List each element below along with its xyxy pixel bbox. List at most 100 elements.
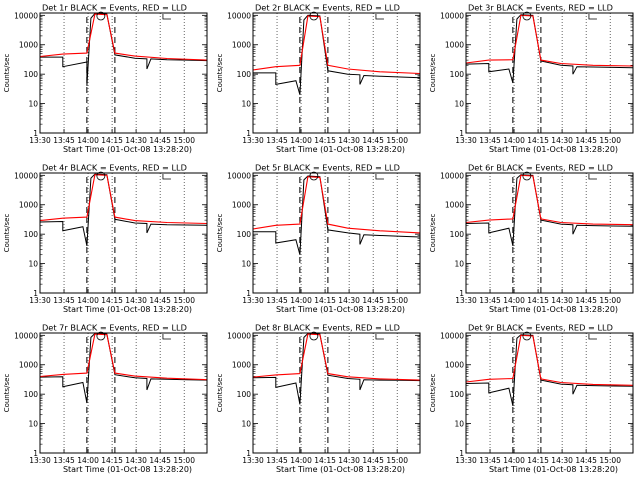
x-tick-label: 13:45 — [53, 296, 75, 305]
peak-marker — [522, 11, 532, 21]
chart-title: Det 4r BLACK = Events, RED = LLD — [42, 163, 187, 173]
x-tick-label: 14:15 — [101, 136, 123, 145]
x-tick-label: 13:30 — [29, 296, 51, 305]
x-tick-label: 14:15 — [314, 296, 336, 305]
x-tick-label: 14:45 — [149, 296, 171, 305]
x-tick-label: 13:30 — [455, 456, 477, 465]
x-tick-label: 14:15 — [314, 136, 336, 145]
x-tick-label: 15:00 — [173, 296, 195, 305]
x-tick-label: 13:45 — [479, 136, 501, 145]
y-tick-label: 10000 — [440, 11, 464, 20]
y-tick-label: 100 — [237, 70, 252, 79]
series-line-lld — [252, 333, 421, 381]
y-tick-label: 100 — [450, 230, 465, 239]
plot-frame — [465, 332, 634, 454]
x-tick-label: 13:30 — [455, 296, 477, 305]
chart-panel-6: 13:30 13:45 14:00 14:15 14:30 14:45 15:00 1 10 10… — [429, 163, 634, 314]
series-line-events — [465, 334, 634, 407]
x-tick-label: 14:00 — [503, 296, 525, 305]
y-tick-label: 10 — [28, 260, 38, 269]
y-tick-label: 1000 — [232, 201, 251, 210]
x-tick-label: 13:30 — [242, 296, 264, 305]
x-tick-label: 15:00 — [173, 136, 195, 145]
y-axis-label: Counts/sec — [3, 374, 11, 413]
x-tick-label: 14:00 — [77, 456, 99, 465]
x-tick-label: 14:30 — [338, 136, 360, 145]
x-tick-label: 14:30 — [338, 456, 360, 465]
x-tick-label: 14:45 — [149, 456, 171, 465]
y-tick-label: 1000 — [19, 41, 38, 50]
x-tick-label: 14:30 — [551, 136, 573, 145]
series-line-lld — [39, 333, 208, 381]
plot-frame — [252, 12, 421, 134]
x-tick-label: 15:00 — [599, 296, 621, 305]
x-tick-label: 15:00 — [599, 136, 621, 145]
chart-panel-3: 13:30 13:45 14:00 14:15 14:30 14:45 15:00 1 10 10… — [429, 3, 634, 154]
x-tick-label: 15:00 — [599, 456, 621, 465]
y-tick-label: 10000 — [227, 171, 251, 180]
chart-title: Det 1r BLACK = Events, RED = LLD — [42, 3, 187, 13]
y-tick-label: 1 — [33, 289, 38, 298]
series-line-events — [465, 14, 634, 84]
y-tick-label: 10000 — [14, 11, 38, 20]
y-tick-label: 1000 — [19, 361, 38, 370]
y-tick-label: 100 — [24, 70, 39, 79]
x-tick-label: 14:00 — [77, 296, 99, 305]
bracket-marker — [375, 174, 384, 180]
peak-marker — [96, 331, 106, 341]
chart-panel-8: 13:30 13:45 14:00 14:15 14:30 14:45 15:00 1 10 10… — [216, 323, 421, 474]
y-axis-label: Counts/sec — [216, 54, 224, 93]
bracket-marker — [162, 334, 171, 340]
x-tick-label: 13:30 — [242, 456, 264, 465]
bracket-marker — [588, 334, 597, 340]
chart-panel-5: 13:30 13:45 14:00 14:15 14:30 14:45 15:00 1 10 10… — [216, 163, 421, 314]
y-axis-label: Counts/sec — [429, 374, 437, 413]
plot-frame — [39, 332, 208, 454]
y-tick-label: 100 — [450, 70, 465, 79]
x-tick-label: 15:00 — [386, 456, 408, 465]
y-tick-label: 1 — [246, 129, 251, 138]
chart-title: Det 2r BLACK = Events, RED = LLD — [255, 3, 400, 13]
x-tick-label: 13:45 — [266, 456, 288, 465]
y-tick-label: 1 — [459, 289, 464, 298]
x-axis-label: Start Time (01-Oct-08 13:28:20) — [489, 145, 618, 154]
x-tick-label: 13:45 — [266, 296, 288, 305]
y-tick-label: 10000 — [14, 331, 38, 340]
x-tick-label: 13:30 — [455, 136, 477, 145]
y-axis-label: Counts/sec — [3, 214, 11, 253]
x-tick-label: 14:00 — [77, 136, 99, 145]
chart-title: Det 7r BLACK = Events, RED = LLD — [42, 323, 187, 333]
x-tick-label: 13:30 — [29, 456, 51, 465]
y-tick-label: 1000 — [445, 361, 464, 370]
y-tick-label: 10 — [241, 100, 251, 109]
plot-frame — [465, 172, 634, 294]
y-axis-label: Counts/sec — [429, 214, 437, 253]
x-axis-label: Start Time (01-Oct-08 13:28:20) — [489, 305, 618, 314]
x-tick-label: 14:00 — [290, 456, 312, 465]
peak-marker — [309, 11, 319, 21]
series-line-lld — [465, 334, 634, 386]
peak-marker — [96, 11, 106, 21]
x-tick-label: 15:00 — [386, 136, 408, 145]
y-tick-label: 10 — [241, 260, 251, 269]
y-tick-label: 100 — [24, 230, 39, 239]
y-tick-label: 100 — [237, 390, 252, 399]
x-tick-label: 14:30 — [125, 136, 147, 145]
chart-panel-2: 13:30 13:45 14:00 14:15 14:30 14:45 15:00 1 10 10… — [216, 3, 421, 154]
x-axis-label: Start Time (01-Oct-08 13:28:20) — [63, 145, 192, 154]
plot-frame — [252, 332, 421, 454]
y-tick-label: 10 — [454, 100, 464, 109]
y-tick-label: 1000 — [19, 201, 38, 210]
y-tick-label: 1000 — [232, 361, 251, 370]
y-axis-label: Counts/sec — [429, 54, 437, 93]
x-tick-label: 14:30 — [125, 296, 147, 305]
x-tick-label: 14:15 — [527, 136, 549, 145]
x-tick-label: 14:45 — [149, 136, 171, 145]
y-tick-label: 1000 — [232, 41, 251, 50]
chart-panel-7: 13:30 13:45 14:00 14:15 14:30 14:45 15:00 1 10 10… — [3, 323, 208, 474]
plot-frame — [465, 12, 634, 134]
plot-frame — [39, 172, 208, 294]
plot-frame — [252, 172, 421, 294]
series-line-lld — [252, 15, 421, 75]
